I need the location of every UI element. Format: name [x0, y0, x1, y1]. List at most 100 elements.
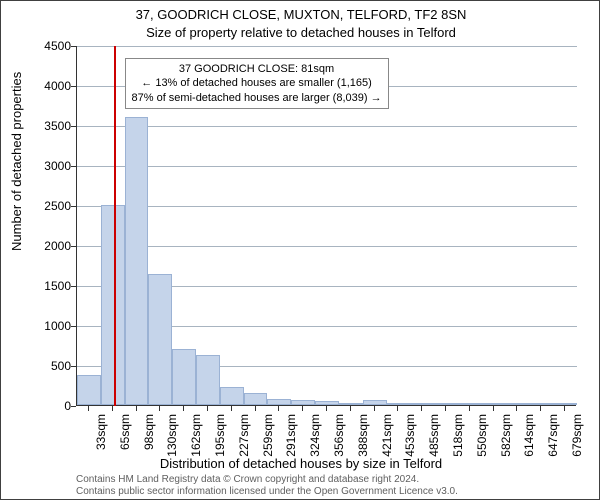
y-tick-mark [71, 366, 76, 367]
chart-title-line1: 37, GOODRICH CLOSE, MUXTON, TELFORD, TF2… [1, 7, 600, 22]
bar [387, 403, 411, 405]
x-tick-label: 98sqm [142, 414, 156, 462]
x-tick-mark [231, 406, 232, 411]
bar [339, 403, 363, 405]
plot-inner: 37 GOODRICH CLOSE: 81sqm ← 13% of detach… [76, 46, 576, 406]
x-tick-label: 291sqm [284, 414, 298, 462]
chart-container: 37, GOODRICH CLOSE, MUXTON, TELFORD, TF2… [0, 0, 600, 500]
x-tick-mark [326, 406, 327, 411]
x-tick-mark [445, 406, 446, 411]
y-tick-label: 0 [64, 399, 71, 413]
x-tick-mark [516, 406, 517, 411]
y-tick-label: 2000 [44, 239, 71, 253]
x-tick-label: 195sqm [213, 414, 227, 462]
x-tick-mark [278, 406, 279, 411]
annotation-line3: 87% of semi-detached houses are larger (… [132, 91, 382, 105]
x-tick-mark [255, 406, 256, 411]
y-tick-mark [71, 406, 76, 407]
x-tick-mark [469, 406, 470, 411]
x-tick-label: 679sqm [570, 414, 584, 462]
x-tick-mark [159, 406, 160, 411]
bar [77, 375, 101, 405]
y-tick-mark [71, 86, 76, 87]
y-tick-mark [71, 286, 76, 287]
grid-line [77, 126, 577, 127]
x-tick-label: 33sqm [94, 414, 108, 462]
bar [363, 400, 387, 405]
x-tick-label: 485sqm [427, 414, 441, 462]
grid-line [77, 206, 577, 207]
bar [291, 400, 315, 405]
x-tick-label: 550sqm [475, 414, 489, 462]
bar [482, 403, 506, 405]
x-tick-mark [374, 406, 375, 411]
plot-area: 37 GOODRICH CLOSE: 81sqm ← 13% of detach… [76, 46, 576, 406]
grid-line [77, 246, 577, 247]
x-tick-label: 130sqm [165, 414, 179, 462]
x-tick-mark [350, 406, 351, 411]
footer-line1: Contains HM Land Registry data © Crown c… [76, 474, 419, 485]
marker-line [114, 46, 116, 406]
y-tick-label: 4500 [44, 39, 71, 53]
y-tick-label: 500 [51, 359, 71, 373]
x-tick-label: 388sqm [356, 414, 370, 462]
bar [125, 117, 149, 405]
bar [244, 393, 268, 405]
bar [410, 403, 434, 405]
y-axis-label: Number of detached properties [9, 72, 24, 251]
y-tick-mark [71, 126, 76, 127]
annotation-line1: 37 GOODRICH CLOSE: 81sqm [132, 62, 382, 76]
x-tick-mark [421, 406, 422, 411]
grid-line [77, 166, 577, 167]
x-tick-label: 324sqm [308, 414, 322, 462]
y-tick-mark [71, 246, 76, 247]
bar [315, 401, 339, 405]
y-tick-mark [71, 46, 76, 47]
y-tick-label: 3000 [44, 159, 71, 173]
x-tick-mark [397, 406, 398, 411]
x-tick-label: 647sqm [546, 414, 560, 462]
x-tick-label: 259sqm [261, 414, 275, 462]
bar [267, 399, 291, 405]
bar [148, 274, 172, 405]
y-tick-label: 1000 [44, 319, 71, 333]
x-tick-label: 614sqm [522, 414, 536, 462]
x-tick-label: 162sqm [189, 414, 203, 462]
bar [101, 205, 125, 405]
y-tick-mark [71, 206, 76, 207]
y-tick-mark [71, 166, 76, 167]
x-tick-label: 227sqm [237, 414, 251, 462]
bar [529, 403, 553, 405]
bar [458, 403, 482, 405]
y-tick-label: 2500 [44, 199, 71, 213]
x-tick-label: 453sqm [403, 414, 417, 462]
x-tick-mark [564, 406, 565, 411]
x-tick-mark [136, 406, 137, 411]
x-tick-label: 582sqm [499, 414, 513, 462]
x-tick-mark [207, 406, 208, 411]
bar [172, 349, 196, 405]
y-tick-label: 3500 [44, 119, 71, 133]
x-axis-label: Distribution of detached houses by size … [1, 456, 600, 471]
y-tick-mark [71, 326, 76, 327]
y-tick-label: 1500 [44, 279, 71, 293]
x-tick-mark [540, 406, 541, 411]
y-tick-label: 4000 [44, 79, 71, 93]
x-tick-mark [112, 406, 113, 411]
chart-title-line2: Size of property relative to detached ho… [1, 25, 600, 40]
bar [434, 403, 458, 405]
x-tick-mark [183, 406, 184, 411]
bar [506, 403, 530, 405]
x-tick-label: 421sqm [380, 414, 394, 462]
x-tick-mark [88, 406, 89, 411]
annotation-box: 37 GOODRICH CLOSE: 81sqm ← 13% of detach… [125, 58, 389, 109]
bar [553, 403, 577, 405]
x-tick-label: 65sqm [118, 414, 132, 462]
annotation-line2: ← 13% of detached houses are smaller (1,… [132, 76, 382, 90]
x-tick-mark [302, 406, 303, 411]
bar [220, 387, 244, 405]
grid-line [77, 46, 577, 47]
x-tick-label: 356sqm [332, 414, 346, 462]
footer-line2: Contains public sector information licen… [76, 486, 458, 497]
bar [196, 355, 220, 405]
